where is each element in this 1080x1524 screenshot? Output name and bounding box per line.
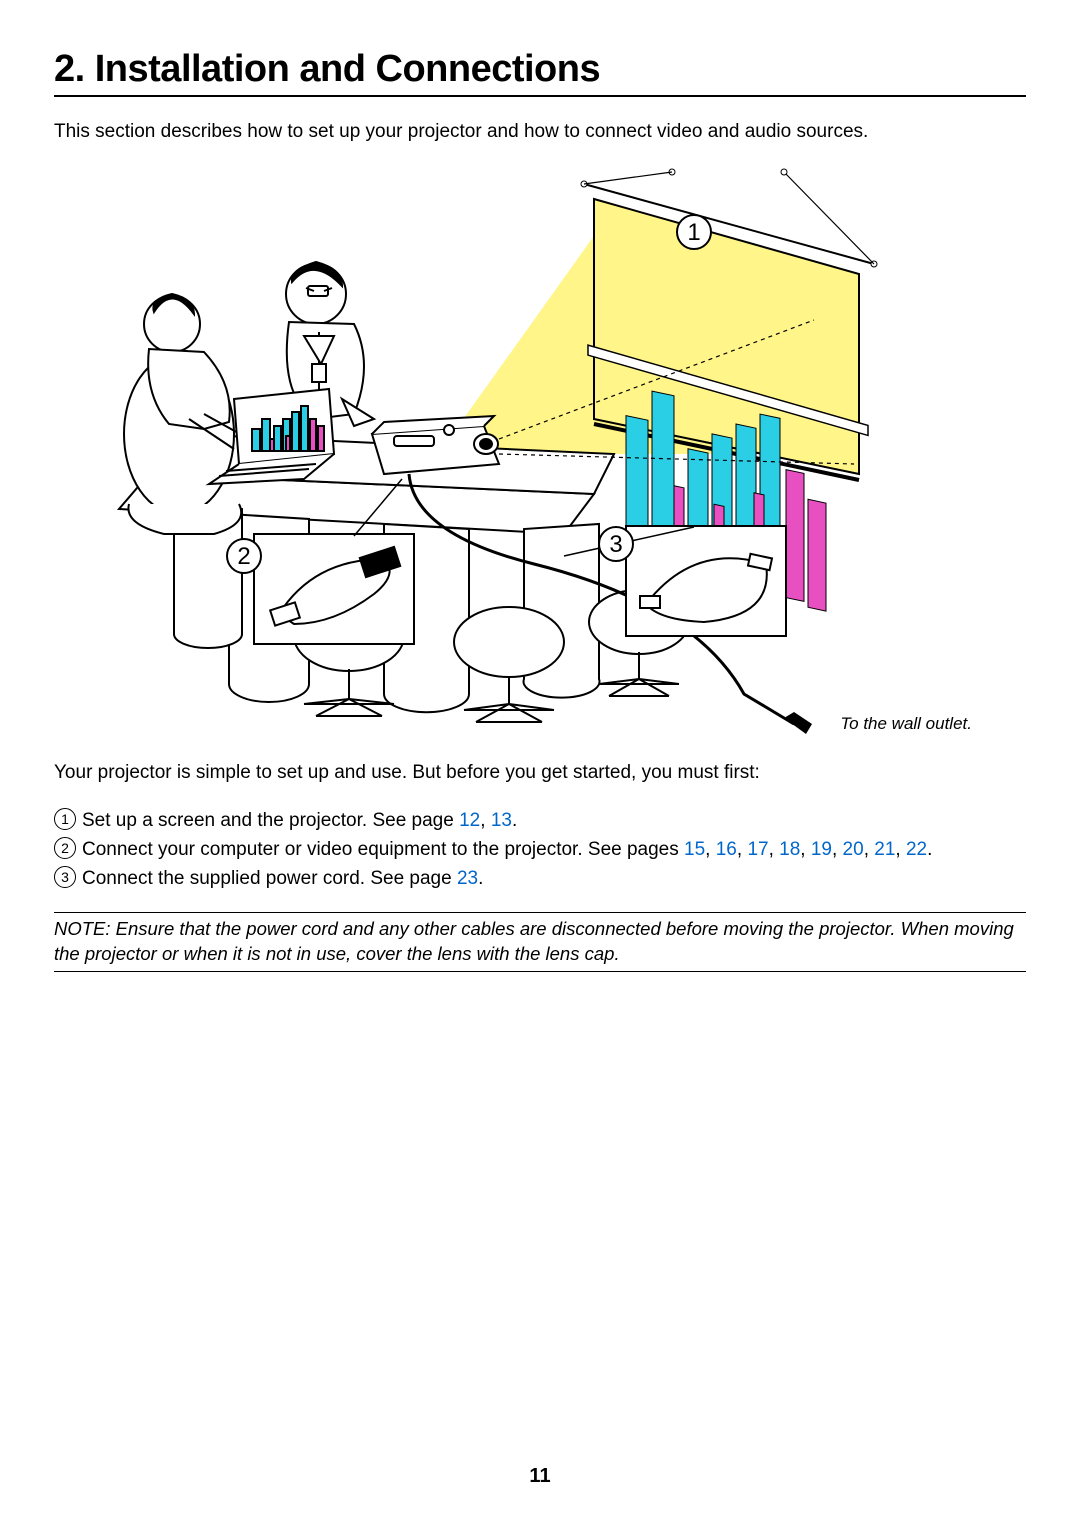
- page-number: 11: [0, 1465, 1080, 1488]
- step-text: Set up a screen and the projector. See p…: [82, 810, 517, 831]
- page-link[interactable]: 15: [684, 839, 705, 860]
- diagram-svg: 1 2 3: [54, 164, 1026, 734]
- page-link[interactable]: 16: [716, 839, 737, 860]
- step-number-circle: 1: [54, 808, 76, 830]
- intro-paragraph: This section describes how to set up you…: [54, 119, 1026, 146]
- figure-caption: To the wall outlet.: [840, 714, 972, 734]
- installation-diagram: 1 2 3 To the wall outlet.: [54, 164, 1026, 734]
- page-link[interactable]: 22: [906, 839, 927, 860]
- callout-1: 1: [687, 219, 700, 246]
- callout-2: 2: [237, 543, 250, 570]
- step-number-circle: 2: [54, 837, 76, 859]
- step-item: 2 Connect your computer or video equipmen…: [54, 835, 1026, 864]
- page-link[interactable]: 19: [811, 839, 832, 860]
- step-item: 3 Connect the supplied power cord. See pa…: [54, 864, 1026, 893]
- page-link[interactable]: 18: [779, 839, 800, 860]
- section-heading: 2. Installation and Connections: [54, 48, 1026, 97]
- lead-paragraph: Your projector is simple to set up and u…: [54, 762, 1026, 784]
- step-text: Connect the supplied power cord. See pag…: [82, 868, 483, 889]
- page-link[interactable]: 21: [874, 839, 895, 860]
- page-link[interactable]: 12: [459, 810, 480, 831]
- step-item: 1 Set up a screen and the projector. See …: [54, 806, 1026, 835]
- steps-list: 1 Set up a screen and the projector. See …: [54, 806, 1026, 894]
- page-link[interactable]: 23: [457, 868, 478, 889]
- callout-3: 3: [609, 531, 622, 558]
- page-link[interactable]: 20: [843, 839, 864, 860]
- step-text: Connect your computer or video equipment…: [82, 839, 932, 860]
- step-number-circle: 3: [54, 866, 76, 888]
- page-link[interactable]: 13: [491, 810, 512, 831]
- page-link[interactable]: 17: [747, 839, 768, 860]
- note-block: NOTE: Ensure that the power cord and any…: [54, 912, 1026, 972]
